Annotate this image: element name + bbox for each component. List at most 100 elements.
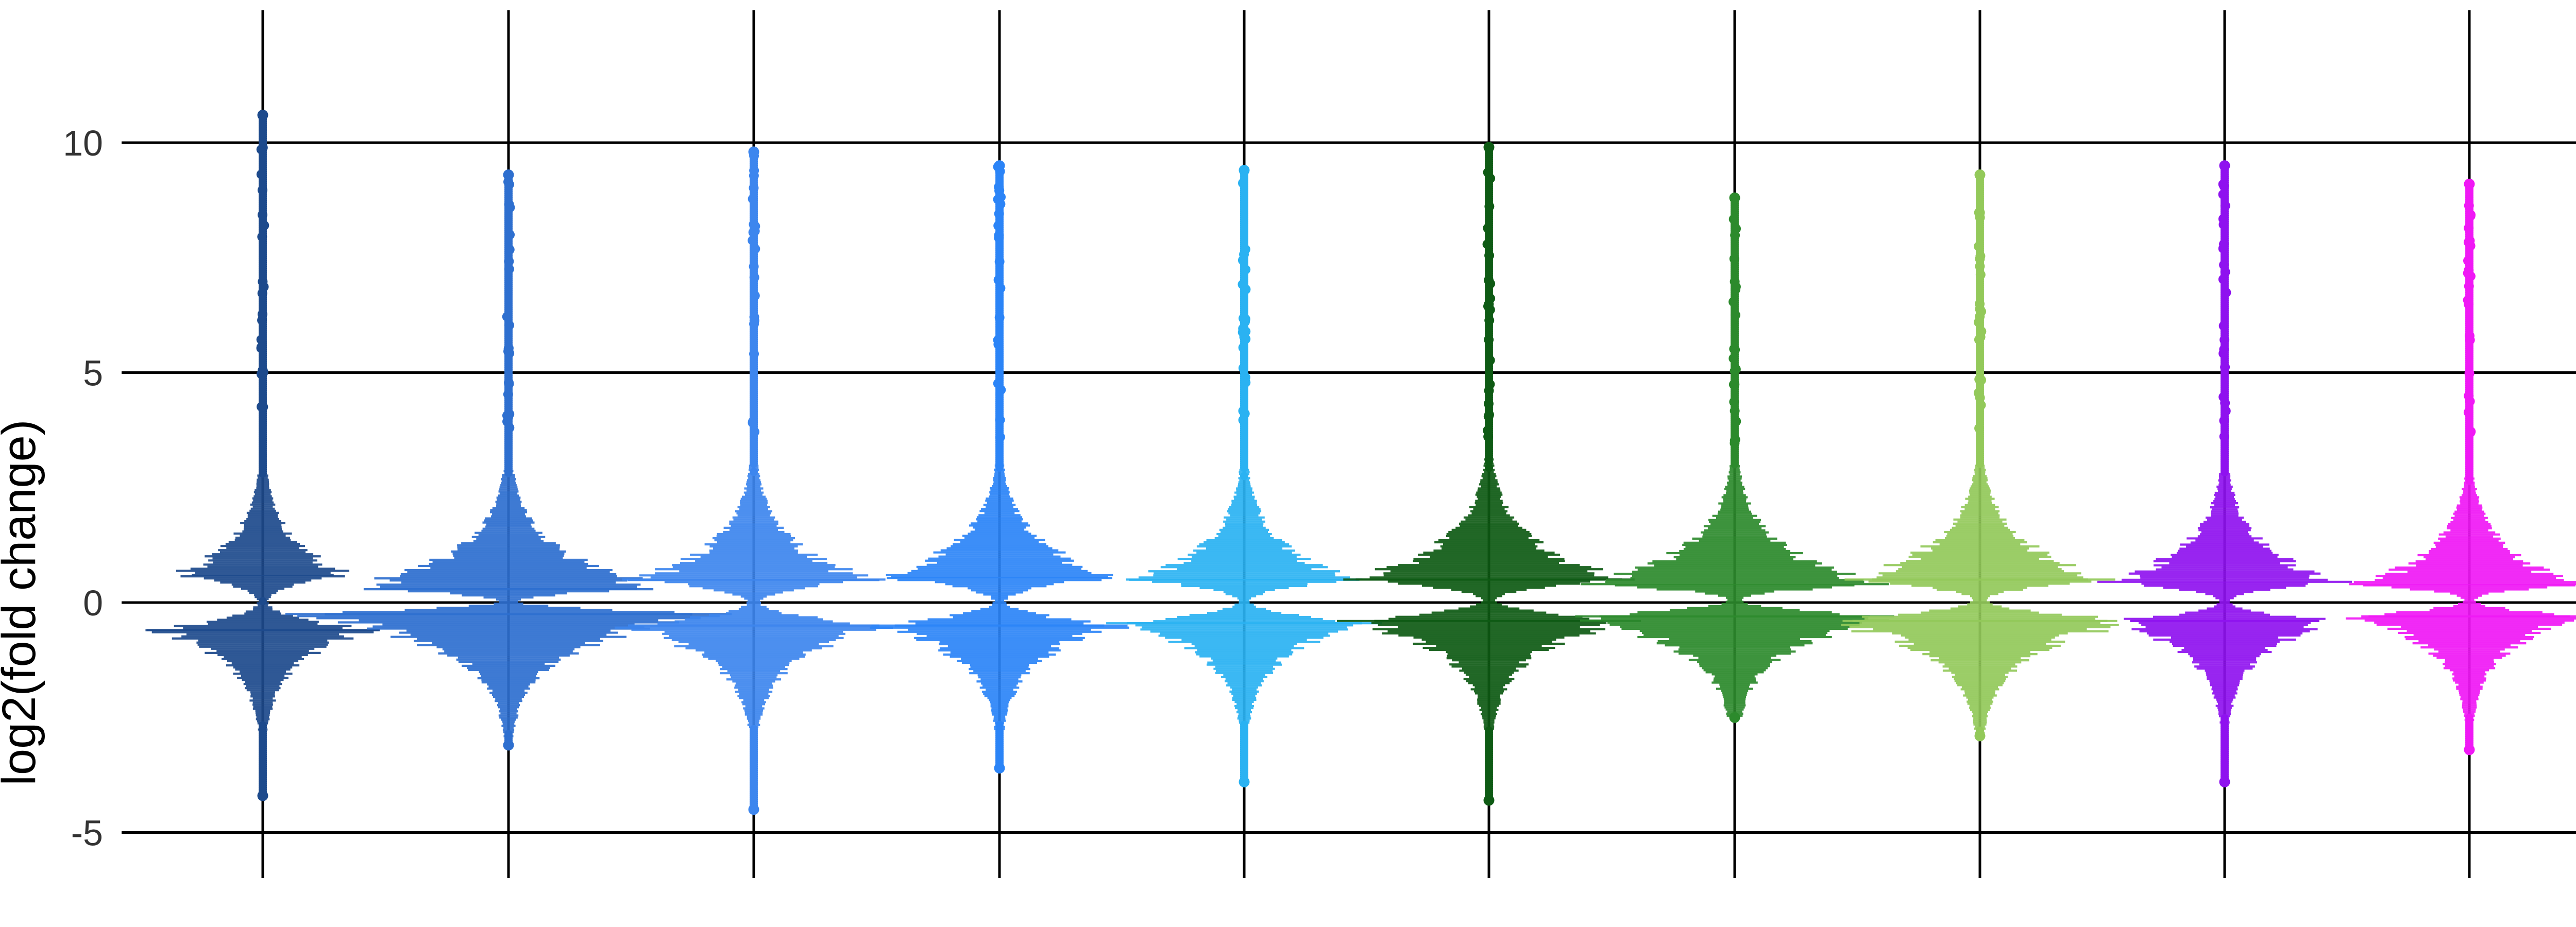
swarm-point [2465, 427, 2476, 438]
max-point [2464, 178, 2475, 190]
swarm-point [749, 220, 759, 231]
swarm-point [256, 169, 266, 180]
swarm-point [748, 417, 758, 427]
swarm-point [256, 144, 266, 154]
swarm-point [995, 283, 1006, 294]
swarm-point [2219, 344, 2229, 354]
swarm-group [1336, 142, 1641, 806]
swarm-point [1975, 269, 1986, 280]
swarm-point [257, 288, 267, 298]
swarm-point [1240, 244, 1250, 254]
swarm-point [1241, 284, 1251, 295]
max-point [748, 146, 759, 158]
swarm-point [504, 256, 514, 267]
swarm-point [749, 272, 759, 283]
swarm-point [749, 319, 759, 329]
swarm-point [748, 194, 758, 204]
max-point [1974, 169, 1986, 181]
swarm-point [1482, 239, 1493, 249]
swarm-point [994, 230, 1004, 241]
swarm-point [1238, 323, 1248, 334]
swarm-point [1728, 297, 1739, 307]
max-point [1729, 192, 1740, 203]
max-point [1239, 165, 1250, 176]
swarm-point [2464, 368, 2475, 379]
swarm-point [1238, 342, 1248, 353]
swarm-point [1238, 255, 1248, 265]
swarm-group [614, 146, 893, 815]
gridlines [122, 10, 2576, 878]
swarm-point [1485, 379, 1495, 389]
swarm-point [993, 335, 1003, 345]
min-point [1239, 776, 1250, 787]
swarm-point [1730, 345, 1740, 355]
min-point [1974, 730, 1986, 742]
swarm-point [994, 312, 1005, 322]
swarm-point [1728, 353, 1739, 364]
swarm-point [505, 230, 515, 240]
swarm-point [1484, 201, 1495, 212]
min-point [503, 740, 514, 751]
swarm-point [502, 312, 512, 322]
swarm-point [994, 256, 1005, 267]
swarm-point [2463, 407, 2473, 418]
swarm-point [1975, 251, 1986, 261]
y-tick-label: 10 [63, 123, 103, 163]
swarm-point [993, 220, 1004, 231]
swarm-point [2218, 219, 2229, 230]
swarm-point [1975, 392, 1985, 403]
swarm-point [1730, 366, 1740, 376]
max-point [503, 169, 514, 181]
swarm-point [2219, 239, 2229, 249]
swarm-point [256, 342, 266, 353]
swarm-point [2219, 432, 2229, 442]
swarm-point [1976, 306, 1987, 317]
swarm-point [2221, 406, 2231, 416]
swarm-point [503, 389, 513, 400]
swarm-point [749, 312, 759, 322]
swarm-point [995, 199, 1006, 209]
tick-labels: -5 0 5 10 [63, 123, 103, 853]
swarm-point [2219, 416, 2229, 426]
swarm-group [145, 109, 380, 801]
swarm-group [285, 169, 732, 751]
swarm-point [2465, 241, 2476, 251]
swarm-point [1975, 261, 1985, 271]
swarm-point [1238, 415, 1248, 425]
swarm-group [1575, 192, 1894, 723]
swarm-point [504, 264, 514, 274]
min-point [257, 790, 268, 801]
swarm-point [2464, 200, 2474, 211]
swarm-point [1974, 335, 1984, 345]
swarm-point [1485, 173, 1496, 183]
swarm-point [258, 366, 268, 376]
swarm-point [505, 202, 515, 213]
swarm-point [2218, 274, 2228, 284]
swarm-point [1976, 375, 1987, 385]
max-point [994, 160, 1005, 171]
swarm-point [1484, 409, 1494, 420]
swarm-point [750, 290, 760, 301]
swarm-point [257, 185, 267, 195]
swarm-marks [145, 109, 2576, 815]
swarm-point [1730, 406, 1740, 416]
swarm-point [259, 220, 269, 231]
y-axis-title: log2(fold change) [0, 420, 45, 786]
max-point [2219, 160, 2230, 171]
swarm-point [504, 423, 515, 433]
swarm-point [1483, 399, 1494, 409]
swarm-point [1731, 416, 1741, 426]
min-point [2464, 744, 2475, 756]
swarm-point [2464, 299, 2474, 310]
swarm-point [1975, 299, 1985, 309]
swarm-point [257, 309, 267, 319]
swarm-point [1976, 326, 1987, 336]
swarm-point [1483, 425, 1493, 436]
swarm-point [1238, 363, 1248, 373]
swarm-group [1106, 165, 1382, 787]
swarm-point [257, 210, 267, 220]
swarm-point [1241, 264, 1251, 274]
swarm-point [1730, 230, 1740, 241]
swarm-point [2219, 260, 2229, 270]
